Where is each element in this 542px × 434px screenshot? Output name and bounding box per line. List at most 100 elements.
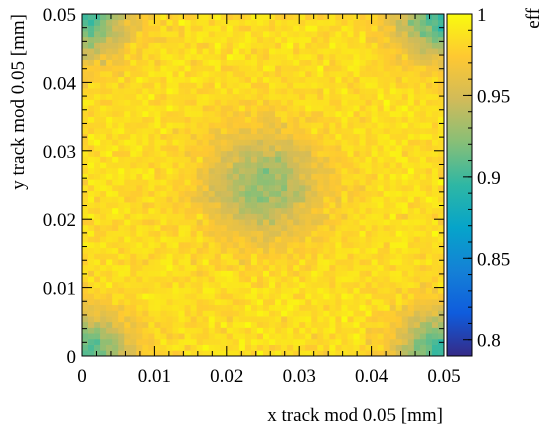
heatmap-cell — [287, 304, 294, 311]
heatmap-cell — [383, 99, 391, 106]
heatmap-cell — [347, 145, 354, 152]
heatmap-cell — [389, 128, 397, 135]
heatmap-cell — [383, 133, 391, 140]
heatmap-cell — [317, 173, 324, 180]
heatmap-cell — [293, 190, 300, 197]
heatmap-cell — [214, 42, 222, 49]
heatmap-cell — [335, 31, 342, 38]
heatmap-cell — [190, 65, 197, 72]
heatmap-cell — [371, 71, 378, 78]
heatmap-cell — [407, 128, 415, 135]
heatmap-cell — [112, 276, 119, 283]
heatmap-cell — [160, 99, 167, 106]
heatmap-cell — [353, 59, 360, 66]
heatmap-cell — [287, 71, 294, 78]
heatmap-cell — [425, 128, 433, 135]
heatmap-cell — [413, 327, 421, 334]
heatmap-cell — [371, 316, 378, 323]
heatmap-cell — [82, 105, 89, 112]
heatmap-cell — [166, 48, 173, 55]
heatmap-cell — [317, 190, 324, 197]
heatmap-cell — [220, 259, 228, 266]
heatmap-cell — [431, 150, 439, 157]
heatmap-cell — [413, 162, 421, 169]
heatmap-cell — [281, 71, 288, 78]
heatmap-cell — [172, 116, 179, 123]
heatmap-cell — [353, 287, 360, 294]
heatmap-cell — [100, 264, 107, 271]
heatmap-cell — [94, 122, 101, 129]
heatmap-cell — [160, 133, 167, 140]
heatmap-cell — [88, 162, 95, 169]
heatmap-cell — [359, 31, 366, 38]
heatmap-cell — [293, 145, 300, 152]
heatmap-cell — [82, 122, 89, 129]
heatmap-cell — [323, 327, 330, 334]
heatmap-cell — [389, 88, 397, 95]
heatmap-cell — [220, 230, 228, 237]
heatmap-cell — [256, 207, 264, 214]
heatmap-cell — [136, 196, 143, 203]
heatmap-cell — [395, 36, 403, 43]
heatmap-cell — [323, 293, 330, 300]
heatmap-cell — [106, 253, 113, 260]
heatmap-cell — [311, 242, 318, 249]
heatmap-cell — [413, 196, 421, 203]
heatmap-cell — [220, 253, 228, 260]
heatmap-cell — [335, 287, 342, 294]
heatmap-cell — [359, 287, 366, 294]
heatmap-cell — [202, 202, 210, 209]
heatmap-cell — [419, 19, 427, 26]
heatmap-cell — [148, 71, 155, 78]
heatmap-cell — [106, 281, 113, 288]
heatmap-cell — [335, 276, 342, 283]
heatmap-cell — [226, 128, 234, 135]
heatmap-cell — [160, 224, 167, 231]
heatmap-cell — [305, 88, 312, 95]
heatmap-cell — [353, 65, 360, 72]
heatmap-cell — [311, 36, 318, 43]
heatmap-cell — [359, 299, 366, 306]
heatmap-cell — [371, 242, 378, 249]
heatmap-cell — [407, 281, 415, 288]
heatmap-cell — [419, 185, 427, 192]
heatmap-cell — [419, 82, 427, 89]
heatmap-cell — [202, 173, 210, 180]
heatmap-cell — [94, 202, 101, 209]
heatmap-cell — [281, 213, 288, 220]
heatmap-cell — [166, 173, 173, 180]
heatmap-cell — [124, 48, 131, 55]
heatmap-cell — [160, 42, 167, 49]
heatmap-cell — [311, 156, 318, 163]
heatmap-cell — [124, 333, 131, 340]
heatmap-cell — [269, 31, 276, 38]
heatmap-cell — [250, 350, 258, 357]
heatmap-cell — [359, 42, 366, 49]
heatmap-cell — [371, 82, 378, 89]
heatmap-cell — [250, 179, 258, 186]
heatmap-cell — [437, 110, 445, 117]
heatmap-cell — [94, 287, 101, 294]
heatmap-cell — [353, 299, 360, 306]
heatmap-cell — [208, 304, 216, 311]
heatmap-cell — [208, 299, 216, 306]
heatmap-cell — [419, 236, 427, 243]
heatmap-cell — [220, 133, 228, 140]
heatmap-cell — [359, 150, 366, 157]
heatmap-cell — [371, 293, 378, 300]
heatmap-cell — [407, 259, 415, 266]
heatmap-cell — [401, 65, 409, 72]
heatmap-cell — [148, 270, 155, 277]
heatmap-cell — [419, 304, 427, 311]
heatmap-cell — [130, 230, 137, 237]
heatmap-cell — [275, 31, 282, 38]
heatmap-cell — [395, 247, 403, 254]
heatmap-cell — [250, 242, 258, 249]
heatmap-cell — [208, 36, 216, 43]
heatmap-cell — [401, 253, 409, 260]
heatmap-cell — [263, 350, 270, 357]
heatmap-cell — [232, 36, 240, 43]
heatmap-cell — [293, 128, 300, 135]
heatmap-cell — [389, 276, 397, 283]
heatmap-cell — [311, 31, 318, 38]
